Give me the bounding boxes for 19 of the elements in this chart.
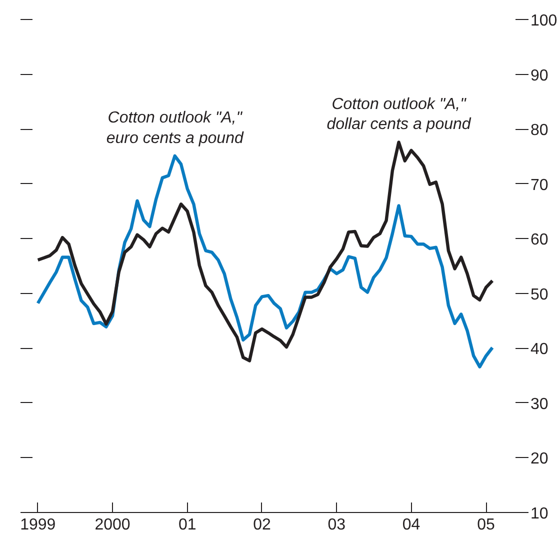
x-tick-label: 03	[328, 516, 346, 534]
x-tick-label: 01	[178, 516, 196, 534]
x-tick-label: 05	[477, 516, 496, 534]
y-tick-label: 100	[530, 12, 558, 30]
y-tick-label: 60	[530, 232, 548, 249]
x-tick-label: 1999	[20, 516, 56, 534]
y-tick-label: 70	[530, 176, 548, 194]
series-label: Cotton outlook "A," euro cents a pound	[106, 109, 244, 147]
y-tick-label: 30	[530, 396, 548, 413]
x-tick-label: 2000	[94, 516, 130, 534]
y-tick-label: 10	[530, 506, 548, 522]
x-tick-label: 02	[253, 516, 271, 534]
y-tick-label: 50	[530, 286, 548, 304]
y-tick-label: 40	[530, 341, 548, 358]
y-tick-label: 80	[530, 122, 548, 140]
series-label: Cotton outlook "A," dollar cents a pound	[326, 96, 472, 134]
y-tick-label: 20	[530, 450, 548, 468]
x-tick-label: 04	[402, 516, 420, 534]
y-tick-label: 90	[530, 67, 548, 84]
